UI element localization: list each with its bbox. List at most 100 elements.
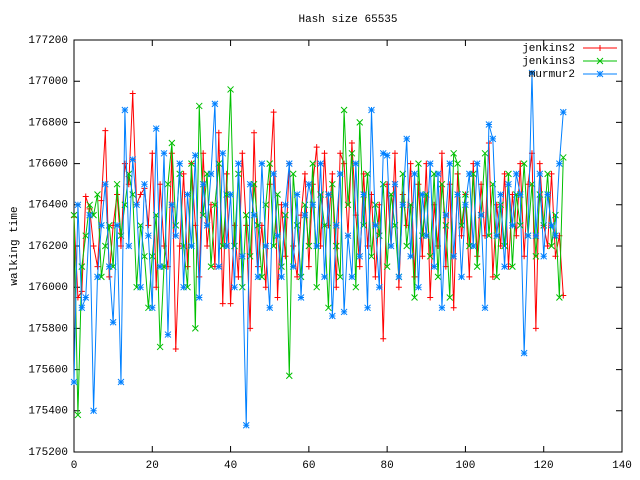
point-marker xyxy=(387,242,395,250)
point-marker xyxy=(477,211,485,219)
point-marker xyxy=(372,222,379,229)
y-tick-label: 175800 xyxy=(28,323,68,335)
point-marker xyxy=(422,232,430,240)
point-marker xyxy=(321,273,328,281)
point-marker xyxy=(454,170,461,177)
point-marker xyxy=(395,273,403,281)
point-marker xyxy=(215,263,223,270)
point-marker xyxy=(473,263,481,270)
x-tick-label: 120 xyxy=(534,460,554,472)
point-marker xyxy=(215,129,222,136)
point-marker xyxy=(86,201,94,209)
point-marker xyxy=(176,243,183,249)
point-marker xyxy=(516,222,524,229)
point-marker xyxy=(411,170,418,178)
point-marker xyxy=(282,201,289,209)
point-marker xyxy=(227,86,234,93)
point-marker xyxy=(203,222,211,229)
point-marker xyxy=(501,263,508,270)
point-marker xyxy=(383,152,391,159)
legend-marker xyxy=(596,70,604,78)
point-marker xyxy=(251,129,258,136)
point-marker xyxy=(548,242,555,250)
point-marker xyxy=(113,180,121,188)
point-marker xyxy=(375,283,383,291)
x-tick-label: 60 xyxy=(302,460,315,472)
point-marker xyxy=(419,191,426,198)
point-marker xyxy=(191,325,199,332)
point-marker xyxy=(137,283,144,291)
point-marker xyxy=(145,222,152,229)
point-marker xyxy=(434,273,442,281)
point-marker xyxy=(559,108,567,116)
point-marker xyxy=(207,263,215,270)
point-marker xyxy=(332,242,340,250)
point-marker xyxy=(403,135,411,143)
point-marker xyxy=(517,160,524,167)
point-marker xyxy=(469,242,477,250)
point-marker xyxy=(254,273,262,281)
point-marker xyxy=(536,160,543,167)
point-marker xyxy=(411,273,418,280)
point-marker xyxy=(356,263,363,270)
point-marker xyxy=(493,273,501,281)
point-marker xyxy=(156,343,164,351)
point-marker xyxy=(532,325,539,332)
point-marker xyxy=(133,201,140,209)
point-marker xyxy=(196,273,203,280)
chart-title: Hash size 65535 xyxy=(298,14,397,26)
point-marker xyxy=(454,160,461,167)
y-tick-label: 177000 xyxy=(28,76,68,88)
point-marker xyxy=(293,191,301,198)
point-marker xyxy=(199,180,207,188)
point-marker xyxy=(101,242,109,250)
x-tick-label: 20 xyxy=(146,460,159,472)
point-marker xyxy=(78,304,86,312)
point-marker xyxy=(415,160,422,167)
point-marker xyxy=(364,304,371,312)
point-marker xyxy=(231,283,238,291)
point-marker xyxy=(325,191,332,198)
point-marker xyxy=(372,201,379,209)
point-marker xyxy=(336,170,344,178)
point-marker xyxy=(329,170,336,177)
y-tick-label: 176400 xyxy=(28,200,68,212)
point-marker xyxy=(239,150,246,157)
point-marker xyxy=(528,69,536,77)
x-tick-label: 140 xyxy=(612,460,632,472)
point-marker xyxy=(524,232,532,240)
point-marker xyxy=(94,273,101,281)
point-marker xyxy=(278,263,285,270)
point-marker xyxy=(438,150,445,157)
point-marker xyxy=(274,232,281,240)
y-tick-label: 176200 xyxy=(28,241,68,253)
point-marker xyxy=(188,242,195,250)
point-marker xyxy=(520,160,528,167)
point-marker xyxy=(106,273,113,280)
point-marker xyxy=(289,170,297,178)
point-marker xyxy=(301,211,309,219)
point-marker xyxy=(246,180,254,188)
point-marker xyxy=(340,308,348,316)
point-marker xyxy=(285,372,293,380)
point-marker xyxy=(121,201,129,209)
point-marker xyxy=(485,121,493,128)
point-marker xyxy=(328,180,336,188)
point-marker xyxy=(94,263,101,270)
point-marker xyxy=(438,304,446,312)
point-marker xyxy=(282,253,289,260)
point-marker xyxy=(266,160,274,167)
point-marker xyxy=(415,283,422,291)
point-marker xyxy=(70,378,78,386)
point-marker xyxy=(262,242,270,250)
point-marker xyxy=(489,135,497,143)
point-marker xyxy=(512,170,520,178)
point-marker xyxy=(442,211,450,219)
point-marker xyxy=(552,232,559,240)
point-marker xyxy=(520,349,528,357)
point-marker xyxy=(164,180,172,188)
point-marker xyxy=(188,160,195,167)
point-marker xyxy=(552,211,559,219)
point-marker xyxy=(74,201,82,209)
point-marker xyxy=(532,232,540,240)
